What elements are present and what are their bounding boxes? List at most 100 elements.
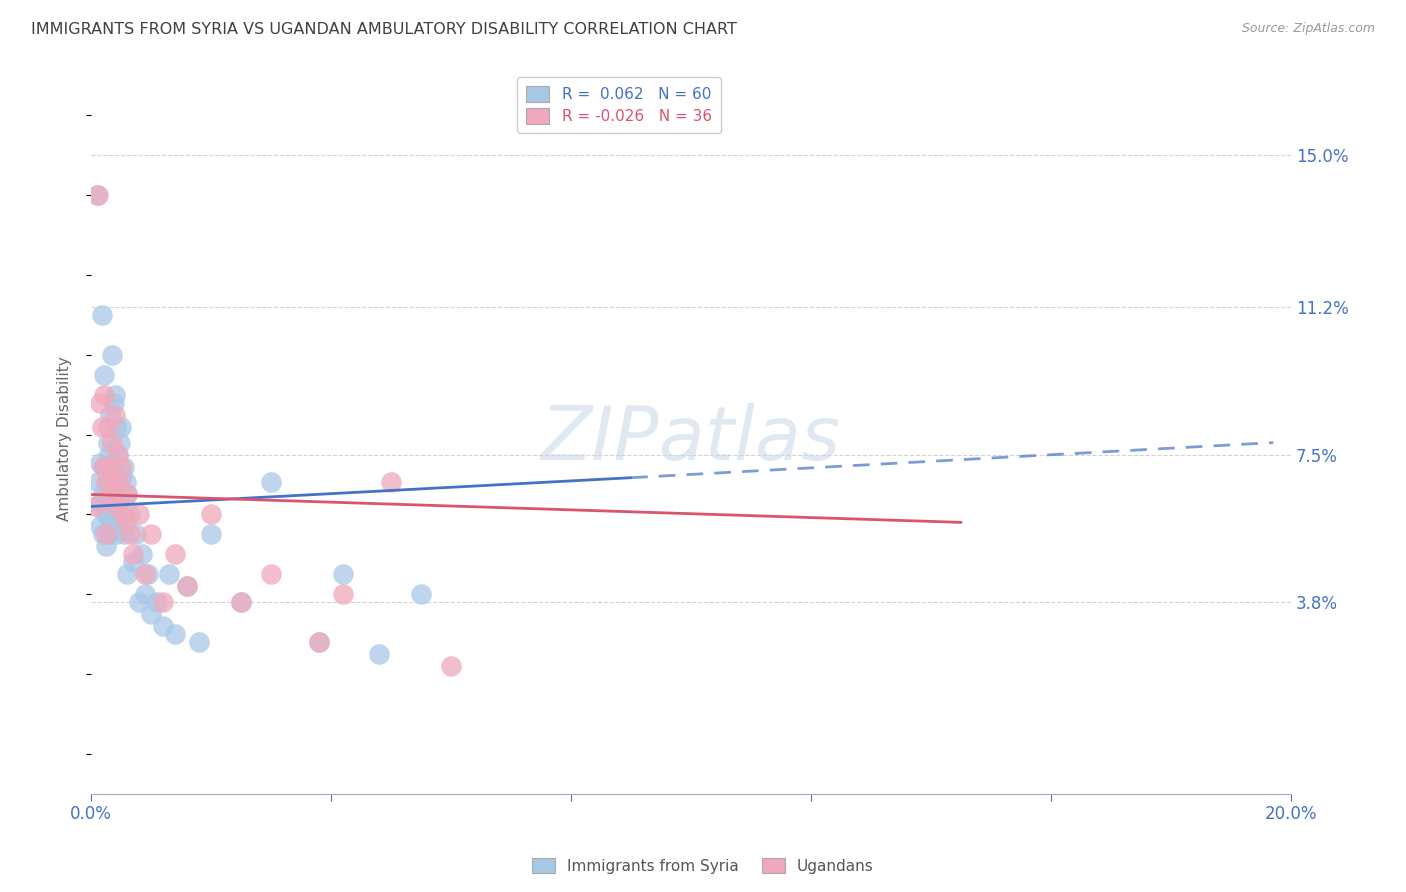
Point bbox=[176, 579, 198, 593]
Point bbox=[115, 487, 138, 501]
Point bbox=[200, 508, 222, 522]
Point bbox=[110, 419, 132, 434]
Point bbox=[112, 527, 135, 541]
Point bbox=[94, 475, 117, 490]
Point bbox=[97, 419, 120, 434]
Point bbox=[93, 368, 115, 382]
Point bbox=[128, 595, 150, 609]
Point bbox=[108, 435, 131, 450]
Legend: R =  0.062   N = 60, R = -0.026   N = 36: R = 0.062 N = 60, R = -0.026 N = 36 bbox=[517, 77, 721, 134]
Point bbox=[114, 475, 136, 490]
Point bbox=[94, 508, 117, 522]
Y-axis label: Ambulatory Disability: Ambulatory Disability bbox=[58, 356, 72, 521]
Point bbox=[380, 475, 402, 490]
Point bbox=[134, 587, 156, 601]
Point bbox=[97, 435, 120, 450]
Point bbox=[115, 567, 138, 582]
Text: ZIPatlas: ZIPatlas bbox=[541, 402, 841, 475]
Point bbox=[89, 395, 111, 409]
Point bbox=[118, 527, 141, 541]
Point bbox=[112, 508, 135, 522]
Point bbox=[98, 408, 121, 422]
Point bbox=[157, 567, 180, 582]
Point bbox=[308, 635, 330, 649]
Point bbox=[125, 527, 148, 541]
Point bbox=[105, 527, 128, 541]
Point bbox=[94, 539, 117, 553]
Point bbox=[91, 487, 114, 501]
Point bbox=[101, 459, 124, 474]
Point bbox=[110, 487, 132, 501]
Point bbox=[104, 487, 127, 501]
Point bbox=[200, 527, 222, 541]
Point bbox=[97, 500, 120, 514]
Point bbox=[98, 487, 121, 501]
Point bbox=[107, 448, 129, 462]
Point bbox=[104, 408, 127, 422]
Point bbox=[84, 500, 107, 514]
Point bbox=[91, 459, 114, 474]
Point bbox=[152, 595, 174, 609]
Point bbox=[128, 508, 150, 522]
Point bbox=[440, 659, 463, 673]
Point bbox=[107, 448, 129, 462]
Point bbox=[229, 595, 252, 609]
Point bbox=[122, 547, 145, 561]
Point bbox=[90, 419, 112, 434]
Text: IMMIGRANTS FROM SYRIA VS UGANDAN AMBULATORY DISABILITY CORRELATION CHART: IMMIGRANTS FROM SYRIA VS UGANDAN AMBULAT… bbox=[31, 22, 737, 37]
Point bbox=[93, 459, 115, 474]
Point bbox=[97, 527, 120, 541]
Point bbox=[97, 448, 120, 462]
Point bbox=[101, 435, 124, 450]
Point bbox=[110, 459, 132, 474]
Point bbox=[89, 456, 111, 470]
Point bbox=[176, 579, 198, 593]
Point bbox=[114, 516, 136, 530]
Point bbox=[103, 500, 125, 514]
Point bbox=[139, 607, 162, 622]
Point bbox=[94, 475, 117, 490]
Point bbox=[111, 467, 134, 482]
Point bbox=[229, 595, 252, 609]
Point bbox=[118, 508, 141, 522]
Point bbox=[260, 567, 283, 582]
Point bbox=[332, 587, 354, 601]
Point bbox=[152, 619, 174, 633]
Point bbox=[368, 647, 391, 661]
Point bbox=[97, 459, 120, 474]
Point bbox=[87, 188, 110, 202]
Point bbox=[188, 635, 211, 649]
Point bbox=[97, 475, 120, 490]
Point bbox=[98, 516, 121, 530]
Point bbox=[90, 308, 112, 322]
Point bbox=[136, 567, 159, 582]
Point bbox=[101, 348, 124, 362]
Point bbox=[103, 475, 125, 490]
Point bbox=[409, 587, 432, 601]
Point bbox=[103, 395, 125, 409]
Point bbox=[146, 595, 169, 609]
Point bbox=[115, 487, 138, 501]
Point bbox=[93, 388, 115, 402]
Point bbox=[112, 459, 135, 474]
Point bbox=[104, 388, 127, 402]
Point bbox=[105, 419, 128, 434]
Point bbox=[134, 567, 156, 582]
Point bbox=[163, 547, 186, 561]
Point bbox=[122, 555, 145, 569]
Point bbox=[332, 567, 354, 582]
Point bbox=[94, 527, 117, 541]
Legend: Immigrants from Syria, Ugandans: Immigrants from Syria, Ugandans bbox=[526, 852, 880, 880]
Point bbox=[107, 516, 129, 530]
Point bbox=[89, 519, 111, 533]
Point bbox=[260, 475, 283, 490]
Point bbox=[131, 547, 153, 561]
Point bbox=[84, 500, 107, 514]
Point bbox=[163, 627, 186, 641]
Point bbox=[87, 475, 110, 490]
Point bbox=[308, 635, 330, 649]
Point bbox=[108, 475, 131, 490]
Text: Source: ZipAtlas.com: Source: ZipAtlas.com bbox=[1241, 22, 1375, 36]
Point bbox=[91, 527, 114, 541]
Point bbox=[139, 527, 162, 541]
